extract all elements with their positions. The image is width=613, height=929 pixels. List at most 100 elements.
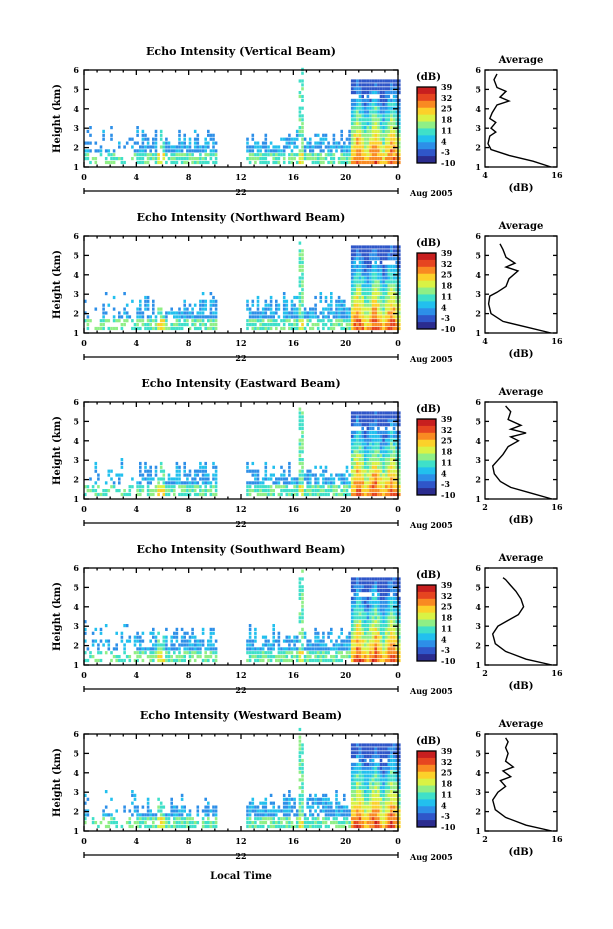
heat-cell bbox=[186, 647, 189, 651]
heat-cell bbox=[392, 299, 396, 303]
heat-cell bbox=[356, 824, 359, 829]
heat-cell bbox=[350, 821, 354, 825]
heat-cell bbox=[387, 485, 391, 489]
heat-cell bbox=[369, 821, 372, 825]
heat-cell bbox=[277, 145, 281, 149]
heat-cell bbox=[379, 253, 383, 257]
heat-cell bbox=[369, 786, 372, 790]
heat-cell bbox=[387, 596, 391, 600]
heat-cell bbox=[285, 145, 289, 149]
heat-cell bbox=[201, 469, 205, 473]
heat-cell bbox=[290, 307, 294, 311]
heat-cell bbox=[332, 141, 336, 145]
heat-cell bbox=[162, 473, 166, 477]
heat-cell bbox=[369, 249, 372, 253]
heat-cell bbox=[374, 307, 377, 311]
heat-cell bbox=[282, 299, 286, 303]
heat-cell bbox=[146, 326, 150, 331]
average-title: Average bbox=[498, 55, 544, 66]
heat-cell bbox=[366, 770, 370, 774]
heat-cell bbox=[387, 778, 391, 782]
heat-cell bbox=[301, 311, 304, 315]
heat-cell bbox=[141, 473, 145, 477]
heat-cell bbox=[139, 319, 142, 323]
heat-cell bbox=[149, 157, 152, 161]
heat-cell bbox=[377, 426, 380, 431]
heat-cell bbox=[358, 612, 362, 616]
heat-cell bbox=[382, 292, 385, 296]
heat-cell bbox=[293, 311, 296, 315]
heat-cell bbox=[356, 477, 359, 481]
heat-cell bbox=[366, 98, 370, 102]
heat-cell bbox=[387, 790, 391, 794]
heat-cell bbox=[309, 307, 312, 311]
heat-cell bbox=[269, 315, 273, 319]
heat-cell bbox=[384, 647, 388, 651]
heat-cell bbox=[157, 160, 160, 165]
heat-cell bbox=[112, 817, 116, 821]
heat-cell bbox=[199, 485, 202, 489]
heat-cell bbox=[364, 469, 367, 473]
average-title: Average bbox=[498, 553, 544, 564]
heat-cell bbox=[371, 415, 375, 419]
colorbar-tick-label: -10 bbox=[441, 324, 456, 334]
heat-cell bbox=[390, 249, 393, 253]
heat-cell bbox=[364, 631, 367, 635]
heat-cell bbox=[395, 592, 398, 597]
heat-cell bbox=[167, 477, 171, 481]
heat-cell bbox=[301, 126, 304, 130]
heat-cell bbox=[364, 153, 367, 157]
heat-cell bbox=[152, 813, 155, 817]
heat-cell bbox=[167, 817, 171, 821]
heat-cell bbox=[280, 149, 283, 153]
heat-cell bbox=[379, 805, 383, 809]
heat-cell bbox=[382, 126, 385, 130]
heat-cell bbox=[199, 643, 202, 647]
heat-cell bbox=[136, 129, 139, 133]
heat-cell bbox=[361, 805, 364, 809]
heat-cell bbox=[159, 465, 163, 469]
heat-cell bbox=[371, 419, 375, 423]
heat-cell bbox=[371, 280, 375, 284]
colorbar-segment bbox=[417, 280, 436, 284]
heat-cell bbox=[356, 592, 359, 597]
heat-cell bbox=[94, 639, 98, 643]
heat-cell bbox=[167, 813, 171, 817]
heat-cell bbox=[123, 809, 126, 813]
heat-cell bbox=[275, 323, 278, 327]
heat-cell bbox=[374, 454, 377, 458]
heat-cell bbox=[104, 160, 108, 165]
heat-cell bbox=[361, 423, 364, 427]
heat-cell bbox=[199, 639, 202, 643]
heat-cell bbox=[285, 299, 289, 303]
heat-cell bbox=[207, 824, 210, 829]
heat-cell bbox=[371, 786, 375, 790]
heat-cell bbox=[335, 805, 338, 809]
heat-cell bbox=[248, 160, 252, 165]
heat-cell bbox=[377, 585, 380, 589]
heat-cell bbox=[196, 141, 200, 145]
heat-cell bbox=[136, 658, 139, 663]
heat-cell bbox=[123, 489, 126, 493]
y-tick-label: 5 bbox=[73, 250, 79, 260]
heat-cell bbox=[377, 249, 380, 253]
heat-cell bbox=[369, 631, 372, 635]
heat-cell bbox=[364, 288, 367, 292]
heat-cell bbox=[382, 581, 385, 585]
heat-cell bbox=[191, 643, 194, 647]
heat-cell bbox=[120, 473, 124, 477]
heat-cell bbox=[390, 458, 393, 462]
colorbar-segment bbox=[417, 649, 436, 653]
heat-cell bbox=[358, 778, 362, 782]
heat-cell bbox=[374, 276, 377, 280]
heat-cell bbox=[183, 473, 186, 477]
heat-cell bbox=[298, 585, 302, 589]
heat-cell bbox=[256, 477, 260, 481]
heat-cell bbox=[353, 813, 357, 817]
heat-cell bbox=[353, 469, 357, 473]
heat-cell bbox=[350, 415, 354, 419]
heat-cell bbox=[371, 79, 375, 83]
heat-cell bbox=[374, 110, 377, 114]
heat-cell bbox=[392, 616, 396, 620]
heat-cell bbox=[298, 751, 302, 755]
